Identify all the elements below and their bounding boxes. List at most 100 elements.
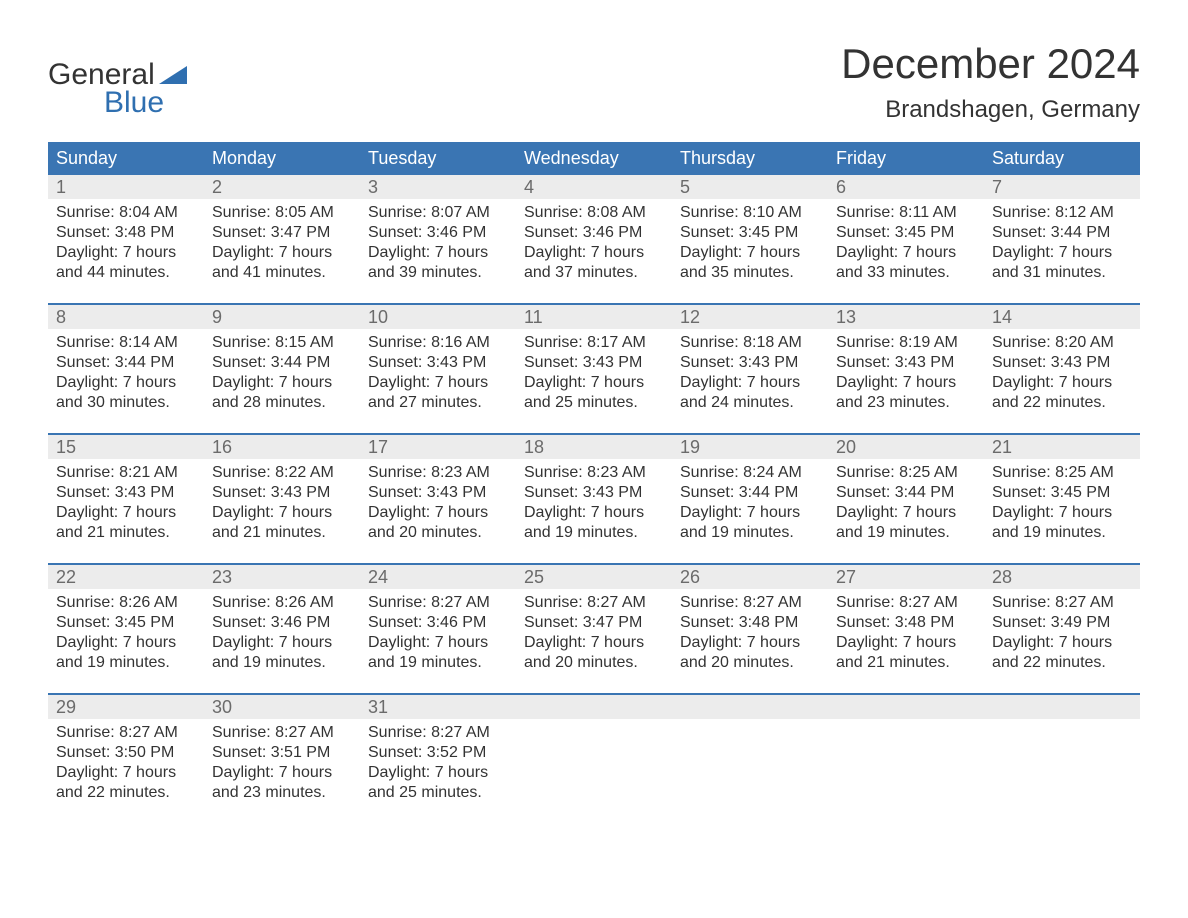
day-number: 25: [516, 565, 672, 589]
sunset-text: Sunset: 3:49 PM: [992, 613, 1132, 633]
day-body: Sunrise: 8:27 AMSunset: 3:50 PMDaylight:…: [48, 719, 204, 809]
day-number: 28: [984, 565, 1140, 589]
sunrise-text: Sunrise: 8:23 AM: [368, 463, 508, 483]
sunset-text: Sunset: 3:47 PM: [524, 613, 664, 633]
dow-saturday: Saturday: [984, 142, 1140, 175]
day-body: Sunrise: 8:15 AMSunset: 3:44 PMDaylight:…: [204, 329, 360, 419]
daylight-text: Daylight: 7 hours and 19 minutes.: [524, 503, 664, 543]
calendar-day: 9Sunrise: 8:15 AMSunset: 3:44 PMDaylight…: [204, 305, 360, 419]
day-body: Sunrise: 8:24 AMSunset: 3:44 PMDaylight:…: [672, 459, 828, 549]
calendar-day: 20Sunrise: 8:25 AMSunset: 3:44 PMDayligh…: [828, 435, 984, 549]
sunset-text: Sunset: 3:45 PM: [56, 613, 196, 633]
sunset-text: Sunset: 3:43 PM: [836, 353, 976, 373]
sunrise-text: Sunrise: 8:08 AM: [524, 203, 664, 223]
day-body: Sunrise: 8:20 AMSunset: 3:43 PMDaylight:…: [984, 329, 1140, 419]
sunset-text: Sunset: 3:44 PM: [56, 353, 196, 373]
sunrise-text: Sunrise: 8:26 AM: [212, 593, 352, 613]
day-body: Sunrise: 8:12 AMSunset: 3:44 PMDaylight:…: [984, 199, 1140, 289]
daylight-text: Daylight: 7 hours and 41 minutes.: [212, 243, 352, 283]
calendar-day: 26Sunrise: 8:27 AMSunset: 3:48 PMDayligh…: [672, 565, 828, 679]
daylight-text: Daylight: 7 hours and 27 minutes.: [368, 373, 508, 413]
dow-sunday: Sunday: [48, 142, 204, 175]
sunset-text: Sunset: 3:45 PM: [680, 223, 820, 243]
day-body: Sunrise: 8:27 AMSunset: 3:47 PMDaylight:…: [516, 589, 672, 679]
calendar-day: 1Sunrise: 8:04 AMSunset: 3:48 PMDaylight…: [48, 175, 204, 289]
daylight-text: Daylight: 7 hours and 21 minutes.: [836, 633, 976, 673]
weeks-container: 1Sunrise: 8:04 AMSunset: 3:48 PMDaylight…: [48, 175, 1140, 809]
logo: General Blue: [48, 40, 187, 118]
daylight-text: Daylight: 7 hours and 19 minutes.: [992, 503, 1132, 543]
day-body: Sunrise: 8:08 AMSunset: 3:46 PMDaylight:…: [516, 199, 672, 289]
day-number: 14: [984, 305, 1140, 329]
header: General Blue December 2024 Brandshagen, …: [48, 40, 1140, 124]
day-number: 16: [204, 435, 360, 459]
sunset-text: Sunset: 3:43 PM: [524, 353, 664, 373]
calendar-day-empty: [828, 695, 984, 809]
day-body: [672, 719, 828, 797]
sunset-text: Sunset: 3:48 PM: [680, 613, 820, 633]
daylight-text: Daylight: 7 hours and 22 minutes.: [56, 763, 196, 803]
sunrise-text: Sunrise: 8:27 AM: [680, 593, 820, 613]
sunrise-text: Sunrise: 8:05 AM: [212, 203, 352, 223]
day-number: 3: [360, 175, 516, 199]
day-number: 6: [828, 175, 984, 199]
calendar-day: 16Sunrise: 8:22 AMSunset: 3:43 PMDayligh…: [204, 435, 360, 549]
daylight-text: Daylight: 7 hours and 44 minutes.: [56, 243, 196, 283]
day-body: Sunrise: 8:27 AMSunset: 3:48 PMDaylight:…: [828, 589, 984, 679]
daylight-text: Daylight: 7 hours and 19 minutes.: [368, 633, 508, 673]
day-body: Sunrise: 8:27 AMSunset: 3:48 PMDaylight:…: [672, 589, 828, 679]
day-body: Sunrise: 8:27 AMSunset: 3:52 PMDaylight:…: [360, 719, 516, 809]
day-number: 1: [48, 175, 204, 199]
day-number: 20: [828, 435, 984, 459]
calendar-day-empty: [672, 695, 828, 809]
sunrise-text: Sunrise: 8:21 AM: [56, 463, 196, 483]
daylight-text: Daylight: 7 hours and 21 minutes.: [212, 503, 352, 543]
daylight-text: Daylight: 7 hours and 30 minutes.: [56, 373, 196, 413]
day-body: [828, 719, 984, 797]
sunrise-text: Sunrise: 8:22 AM: [212, 463, 352, 483]
sunset-text: Sunset: 3:43 PM: [524, 483, 664, 503]
day-number: [516, 695, 672, 719]
day-body: Sunrise: 8:05 AMSunset: 3:47 PMDaylight:…: [204, 199, 360, 289]
day-body: Sunrise: 8:27 AMSunset: 3:46 PMDaylight:…: [360, 589, 516, 679]
day-body: Sunrise: 8:26 AMSunset: 3:45 PMDaylight:…: [48, 589, 204, 679]
calendar-day: 15Sunrise: 8:21 AMSunset: 3:43 PMDayligh…: [48, 435, 204, 549]
daylight-text: Daylight: 7 hours and 19 minutes.: [836, 503, 976, 543]
day-number: 8: [48, 305, 204, 329]
daylight-text: Daylight: 7 hours and 37 minutes.: [524, 243, 664, 283]
day-number: 7: [984, 175, 1140, 199]
day-number: 26: [672, 565, 828, 589]
sunrise-text: Sunrise: 8:27 AM: [368, 593, 508, 613]
sunrise-text: Sunrise: 8:27 AM: [992, 593, 1132, 613]
day-body: [984, 719, 1140, 797]
daylight-text: Daylight: 7 hours and 22 minutes.: [992, 373, 1132, 413]
dow-wednesday: Wednesday: [516, 142, 672, 175]
sunset-text: Sunset: 3:43 PM: [368, 353, 508, 373]
sunset-text: Sunset: 3:46 PM: [368, 223, 508, 243]
sunrise-text: Sunrise: 8:23 AM: [524, 463, 664, 483]
day-number: 31: [360, 695, 516, 719]
daylight-text: Daylight: 7 hours and 20 minutes.: [368, 503, 508, 543]
calendar-day: 18Sunrise: 8:23 AMSunset: 3:43 PMDayligh…: [516, 435, 672, 549]
day-body: Sunrise: 8:27 AMSunset: 3:49 PMDaylight:…: [984, 589, 1140, 679]
calendar-day: 27Sunrise: 8:27 AMSunset: 3:48 PMDayligh…: [828, 565, 984, 679]
day-body: Sunrise: 8:22 AMSunset: 3:43 PMDaylight:…: [204, 459, 360, 549]
calendar-day: 19Sunrise: 8:24 AMSunset: 3:44 PMDayligh…: [672, 435, 828, 549]
sunrise-text: Sunrise: 8:17 AM: [524, 333, 664, 353]
calendar-day: 7Sunrise: 8:12 AMSunset: 3:44 PMDaylight…: [984, 175, 1140, 289]
sunset-text: Sunset: 3:50 PM: [56, 743, 196, 763]
day-number: 9: [204, 305, 360, 329]
sunrise-text: Sunrise: 8:07 AM: [368, 203, 508, 223]
calendar-day: 30Sunrise: 8:27 AMSunset: 3:51 PMDayligh…: [204, 695, 360, 809]
sunrise-text: Sunrise: 8:27 AM: [212, 723, 352, 743]
sunset-text: Sunset: 3:44 PM: [212, 353, 352, 373]
sunrise-text: Sunrise: 8:10 AM: [680, 203, 820, 223]
location-subtitle: Brandshagen, Germany: [841, 96, 1140, 124]
sunrise-text: Sunrise: 8:15 AM: [212, 333, 352, 353]
day-number: 15: [48, 435, 204, 459]
day-body: Sunrise: 8:16 AMSunset: 3:43 PMDaylight:…: [360, 329, 516, 419]
day-number: 29: [48, 695, 204, 719]
calendar-day: 10Sunrise: 8:16 AMSunset: 3:43 PMDayligh…: [360, 305, 516, 419]
day-body: Sunrise: 8:25 AMSunset: 3:44 PMDaylight:…: [828, 459, 984, 549]
calendar-day: 31Sunrise: 8:27 AMSunset: 3:52 PMDayligh…: [360, 695, 516, 809]
